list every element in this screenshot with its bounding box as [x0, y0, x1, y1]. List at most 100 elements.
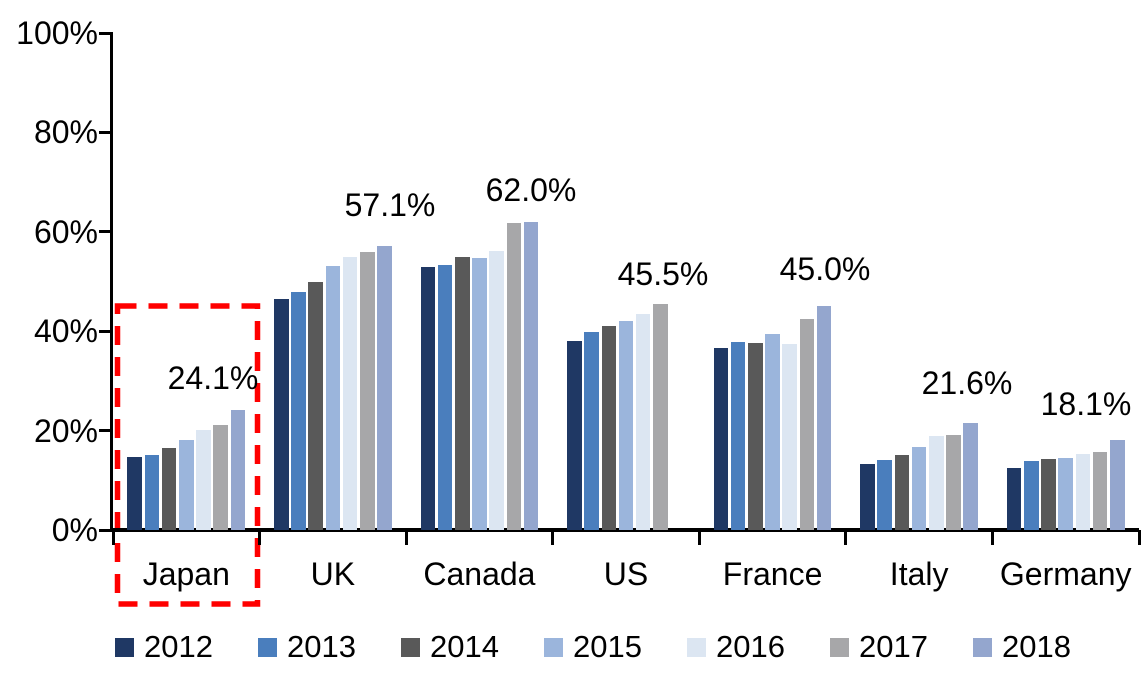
y-axis-label-0: 0%	[51, 512, 98, 548]
y-axis-line	[110, 33, 113, 530]
bar-us-2016	[635, 313, 651, 530]
bar-group-germany	[992, 33, 1139, 530]
bar-uk-2015	[325, 265, 341, 530]
bar-us-2014	[601, 326, 617, 530]
x-axis-label-italy: Italy	[889, 556, 949, 592]
x-tick-mark	[258, 530, 262, 545]
y-tick-mark	[99, 31, 113, 35]
bar-canada-2015	[472, 257, 487, 530]
legend-swatch-2016	[687, 637, 706, 657]
y-axis-label-80: 80%	[33, 114, 98, 151]
x-axis-label-germany: Germany	[999, 556, 1132, 592]
bar-japan-2018	[230, 410, 246, 530]
bar-group-uk	[260, 33, 407, 530]
y-axis-label-60: 60%	[33, 213, 98, 250]
legend-swatch-2018	[973, 637, 992, 657]
bar-germany-2017	[1092, 451, 1108, 530]
legend-label-2016: 2016	[716, 629, 785, 664]
legend-item-2012: 2012	[115, 630, 258, 664]
bar-uk-2017	[359, 252, 375, 530]
legend-label-2017: 2017	[859, 629, 928, 664]
bar-uk-2016	[342, 257, 358, 530]
bar-italy-2014	[894, 454, 910, 530]
bar-italy-2015	[911, 447, 927, 530]
bar-france-2013	[730, 342, 746, 530]
bar-canada-2012	[420, 266, 436, 530]
legend-label-2018: 2018	[1002, 629, 1071, 664]
y-tick-mark	[99, 329, 113, 333]
data-label-canada: 62.0%	[485, 172, 577, 208]
data-label-japan: 24.1%	[167, 360, 259, 396]
bar-germany-2013	[1024, 460, 1039, 530]
bar-france-2014	[748, 342, 763, 530]
bar-uk-2014	[308, 281, 323, 530]
bar-japan-2016	[196, 429, 211, 530]
y-tick-mark	[99, 230, 113, 234]
x-tick-mark	[1137, 530, 1141, 545]
bar-germany-2016	[1075, 454, 1091, 530]
legend-swatch-2012	[115, 637, 134, 657]
bar-germany-2018	[1109, 440, 1125, 530]
y-tick-mark	[99, 429, 113, 433]
bar-france-2015	[765, 334, 780, 530]
bar-italy-2018	[963, 422, 978, 530]
x-tick-mark	[404, 530, 408, 545]
legend-item-2017: 2017	[830, 630, 973, 664]
bar-canada-2013	[437, 264, 453, 530]
legend-swatch-2015	[544, 637, 563, 657]
legend-item-2016: 2016	[687, 630, 830, 664]
x-axis-label-japan: Japan	[142, 556, 230, 592]
bar-us-2013	[584, 331, 599, 530]
y-tick-mark	[99, 130, 113, 134]
bar-group-canada	[406, 33, 553, 530]
bar-france-2016	[782, 343, 798, 530]
x-tick-mark	[844, 530, 848, 545]
bar-group-france	[699, 33, 846, 530]
legend-label-2013: 2013	[287, 629, 356, 664]
data-label-germany: 18.1%	[1040, 386, 1132, 422]
data-label-france: 45.0%	[779, 251, 871, 287]
x-axis-label-canada: Canada	[423, 556, 536, 592]
x-tick-mark	[551, 530, 555, 545]
y-axis-label-20: 20%	[33, 412, 98, 449]
bar-uk-2012	[273, 298, 289, 530]
bar-japan-2017	[213, 424, 228, 530]
bar-germany-2012	[1006, 468, 1022, 530]
bar-france-2012	[713, 348, 729, 530]
x-axis-label-uk: UK	[310, 556, 356, 592]
bar-uk-2018	[377, 246, 392, 530]
legend: 2012 2013 2014 2015 2016 2017 2018	[115, 630, 1116, 664]
bar-germany-2015	[1058, 457, 1073, 530]
bar-japan-2012	[127, 456, 143, 530]
data-label-italy: 21.6%	[921, 365, 1013, 401]
x-axis-label-france: France	[722, 556, 823, 592]
bar-canada-2014	[454, 256, 470, 530]
bar-group-japan	[113, 33, 260, 530]
bar-japan-2014	[161, 447, 177, 530]
bar-italy-2017	[946, 434, 961, 530]
bar-italy-2012	[860, 464, 875, 530]
bar-japan-2013	[144, 454, 160, 530]
bar-france-2017	[799, 319, 815, 530]
x-tick-mark	[697, 530, 701, 545]
bar-uk-2013	[291, 292, 306, 530]
y-axis-label-40: 40%	[33, 313, 98, 350]
bar-group-us	[553, 33, 700, 530]
x-axis-line	[110, 528, 1139, 532]
bar-italy-2013	[877, 460, 893, 530]
legend-item-2014: 2014	[401, 630, 544, 664]
legend-label-2014: 2014	[430, 629, 499, 664]
bar-japan-2015	[178, 439, 194, 530]
bar-canada-2017	[506, 223, 522, 530]
bar-group-italy	[846, 33, 993, 530]
data-label-uk: 57.1%	[344, 187, 436, 223]
legend-item-2013: 2013	[258, 630, 401, 664]
x-axis-label-us: US	[603, 556, 649, 592]
bar-us-2017	[653, 303, 668, 530]
bar-canada-2018	[523, 221, 539, 530]
legend-swatch-2017	[830, 637, 849, 657]
legend-swatch-2014	[401, 637, 420, 657]
legend-label-2012: 2012	[144, 629, 213, 664]
legend-label-2015: 2015	[573, 629, 642, 664]
